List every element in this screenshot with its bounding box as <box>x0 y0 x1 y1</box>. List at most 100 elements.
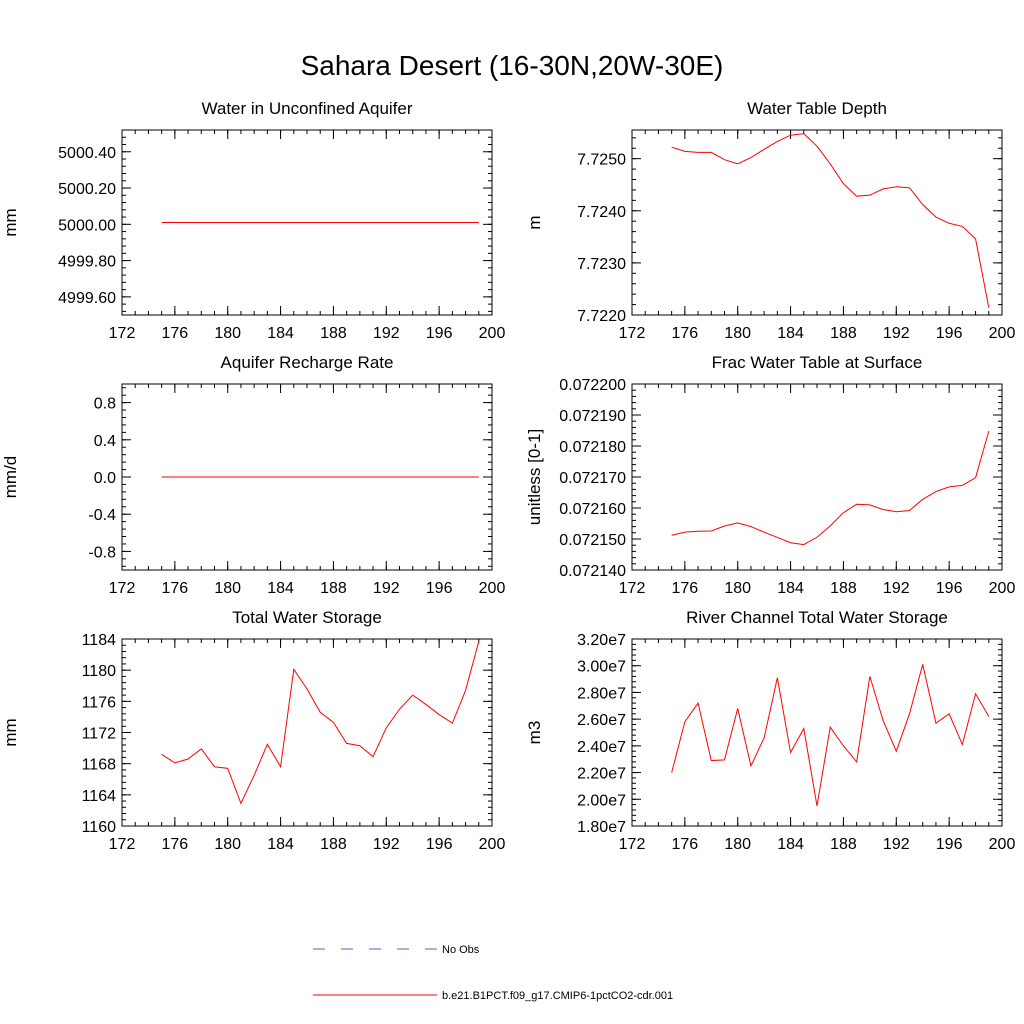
y-axis-label: m <box>525 215 544 229</box>
x-tick-label: 180 <box>724 325 751 342</box>
x-tick-label: 192 <box>883 325 910 342</box>
x-tick-label: 196 <box>426 580 453 597</box>
plot-frame <box>631 638 1003 827</box>
figure-title: Sahara Desert (16-30N,20W-30E) <box>300 50 724 81</box>
x-tick-label: 192 <box>373 836 400 853</box>
x-tick-label: 188 <box>320 325 347 342</box>
x-tick-label: 188 <box>830 580 857 597</box>
chart-panels: 172 176 180 184 188 192 196 200 4999.60 4999.80 50… <box>1 99 1015 853</box>
x-tick-label: 184 <box>777 836 804 853</box>
y-tick-label: 1164 <box>82 788 117 805</box>
x-tick-label: 188 <box>320 580 347 597</box>
x-tick-label: 184 <box>777 580 804 597</box>
legend-label-model: b.e21.B1PCT.f09_g17.CMIP6-1pctCO2-cdr.00… <box>442 990 673 1002</box>
y-tick-label: 0.072150 <box>559 532 626 549</box>
y-tick-label: 2.60e7 <box>577 712 626 729</box>
panel-title: Water in Unconfined Aquifer <box>201 99 412 118</box>
x-tick-label: 180 <box>724 580 751 597</box>
x-tick-label: 200 <box>989 325 1016 342</box>
y-tick-label: 1184 <box>82 632 117 649</box>
x-tick-label: 180 <box>214 836 241 853</box>
y-tick-label: 2.80e7 <box>577 685 626 702</box>
series-line <box>161 641 480 805</box>
y-tick-label: 0.072200 <box>559 377 626 394</box>
x-tick-label: 176 <box>162 325 189 342</box>
y-tick-label: 0.072140 <box>559 563 626 580</box>
y-axis-label: unitless [0-1] <box>525 429 544 525</box>
x-tick-label: 192 <box>373 325 400 342</box>
plot-frame <box>631 383 1003 571</box>
y-tick-label: 1160 <box>82 819 117 836</box>
x-tick-label: 176 <box>672 325 699 342</box>
x-tick-label: 196 <box>936 325 963 342</box>
panel-6: 172 176 180 184 188 192 196 200 1.80e7 2.00e7 2.20… <box>525 608 1015 853</box>
y-tick-label: 0.072170 <box>559 470 626 487</box>
y-tick-label: 5000.00 <box>58 217 116 234</box>
panel-title: Water Table Depth <box>747 99 887 118</box>
x-tick-label: 200 <box>989 836 1016 853</box>
x-tick-label: 172 <box>109 325 136 342</box>
x-tick-label: 200 <box>989 580 1016 597</box>
y-axis-label: mm/d <box>1 456 20 499</box>
x-tick-label: 192 <box>883 836 910 853</box>
x-tick-label: 192 <box>373 580 400 597</box>
y-tick-label: 2.00e7 <box>577 792 626 809</box>
x-tick-label: 200 <box>479 325 506 342</box>
y-tick-label: 3.00e7 <box>577 659 626 676</box>
y-axis-label: m3 <box>525 721 544 745</box>
y-tick-label: 1180 <box>82 663 117 680</box>
x-tick-label: 188 <box>830 836 857 853</box>
y-tick-label: 2.40e7 <box>577 739 626 756</box>
x-tick-label: 176 <box>672 580 699 597</box>
legend-label-no-obs: No Obs <box>442 944 480 956</box>
x-tick-label: 184 <box>267 836 294 853</box>
y-axis-label: mm <box>1 718 20 746</box>
x-tick-label: 196 <box>936 580 963 597</box>
y-tick-label: 1168 <box>82 757 117 774</box>
x-tick-label: 176 <box>162 836 189 853</box>
panel-5: 172 176 180 184 188 192 196 200 1160 1164 1168 1172… <box>1 608 505 853</box>
series-line <box>671 664 990 807</box>
y-tick-label: 7.7220 <box>577 308 626 325</box>
y-tick-label: 1176 <box>82 694 117 711</box>
y-tick-label: 4999.60 <box>58 290 116 307</box>
y-tick-label: 0.072190 <box>559 408 626 425</box>
series-line <box>671 133 990 308</box>
x-tick-label: 172 <box>619 836 646 853</box>
x-tick-label: 196 <box>426 325 453 342</box>
y-tick-label: -0.8 <box>88 544 116 561</box>
y-tick-label: 7.7240 <box>577 204 626 221</box>
x-tick-label: 180 <box>214 580 241 597</box>
panel-title: Total Water Storage <box>232 608 382 627</box>
x-tick-label: 172 <box>619 325 646 342</box>
x-tick-label: 192 <box>883 580 910 597</box>
x-tick-label: 200 <box>479 580 506 597</box>
x-tick-label: 172 <box>109 580 136 597</box>
y-tick-label: 5000.20 <box>58 181 116 198</box>
x-tick-label: 188 <box>320 836 347 853</box>
x-tick-label: 172 <box>109 836 136 853</box>
y-tick-label: 0.0 <box>94 470 116 487</box>
y-tick-label: 7.7250 <box>577 152 626 169</box>
x-tick-label: 184 <box>777 325 804 342</box>
y-tick-label: 0.072160 <box>559 501 626 518</box>
y-tick-label: 0.072180 <box>559 439 626 456</box>
legend: No Obs b.e21.B1PCT.f09_g17.CMIP6-1pctCO2… <box>313 944 673 1002</box>
panel-1: 172 176 180 184 188 192 196 200 4999.60 4999.80 50… <box>1 99 505 342</box>
y-tick-label: 2.20e7 <box>577 766 626 783</box>
x-tick-label: 176 <box>672 836 699 853</box>
panel-3: 172 176 180 184 188 192 196 200 -0.8 -0.4 0.0 0.4 0.… <box>1 353 505 597</box>
x-tick-label: 196 <box>426 836 453 853</box>
y-tick-label: 1172 <box>82 726 117 743</box>
panel-title: River Channel Total Water Storage <box>686 608 948 627</box>
x-tick-label: 184 <box>267 580 294 597</box>
panel-title: Aquifer Recharge Rate <box>221 353 394 372</box>
y-tick-label: -0.4 <box>88 507 116 524</box>
x-tick-label: 180 <box>214 325 241 342</box>
x-tick-label: 176 <box>162 580 189 597</box>
y-tick-label: 4999.80 <box>58 254 116 271</box>
x-tick-label: 188 <box>830 325 857 342</box>
x-tick-label: 184 <box>267 325 294 342</box>
y-tick-label: 5000.40 <box>58 145 116 162</box>
